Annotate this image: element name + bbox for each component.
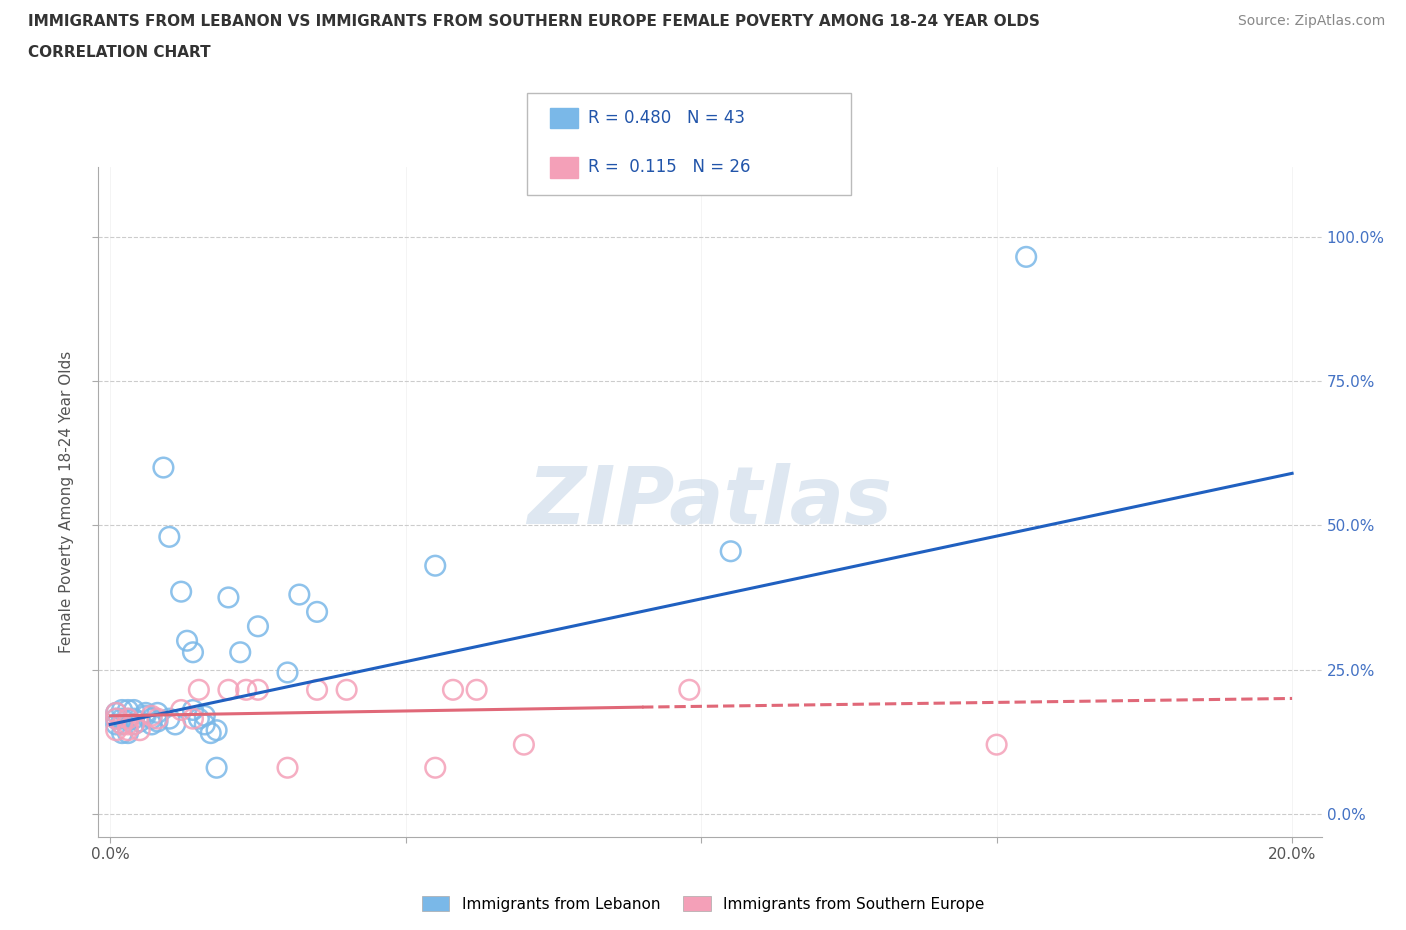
Point [1015, 249, 1038, 264]
Point [465, 683, 488, 698]
Point [152, 460, 174, 475]
Text: R = 0.480   N = 43: R = 0.480 N = 43 [588, 109, 745, 127]
Point [288, 587, 311, 602]
Point [128, 723, 150, 737]
Point [187, 711, 209, 726]
Point [122, 717, 145, 732]
Text: CORRELATION CHART: CORRELATION CHART [28, 45, 211, 60]
Point [170, 584, 193, 599]
Point [122, 717, 145, 732]
Point [117, 711, 139, 726]
Point [141, 717, 163, 732]
Point [117, 702, 139, 717]
Point [165, 717, 187, 732]
Point [425, 761, 447, 776]
Point [117, 717, 139, 732]
Point [200, 725, 222, 740]
Point [229, 644, 252, 659]
Point [986, 737, 1008, 752]
Point [141, 711, 163, 726]
Point [111, 725, 134, 740]
Point [111, 717, 134, 732]
Point [105, 711, 128, 726]
Point [170, 702, 193, 717]
Point [176, 633, 198, 648]
Y-axis label: Female Poverty Among 18-24 Year Olds: Female Poverty Among 18-24 Year Olds [59, 352, 75, 654]
Point [111, 717, 134, 732]
Point [205, 723, 228, 737]
Point [187, 683, 209, 698]
Point [441, 683, 464, 698]
Point [194, 709, 217, 724]
Point [105, 723, 128, 737]
Point [217, 590, 239, 604]
Point [513, 737, 536, 752]
Point [246, 618, 269, 633]
Point [122, 702, 145, 717]
Point [276, 665, 298, 680]
Point [181, 644, 204, 659]
Point [117, 725, 139, 740]
Point [181, 702, 204, 717]
Point [146, 714, 169, 729]
Text: R =  0.115   N = 26: R = 0.115 N = 26 [588, 158, 751, 177]
Point [135, 709, 157, 724]
Point [105, 706, 128, 721]
Point [105, 717, 128, 732]
Point [194, 717, 217, 732]
Text: Source: ZipAtlas.com: Source: ZipAtlas.com [1237, 14, 1385, 28]
Point [181, 711, 204, 726]
Text: ZIPatlas: ZIPatlas [527, 463, 893, 541]
Point [146, 706, 169, 721]
Point [276, 761, 298, 776]
Point [105, 711, 128, 726]
Point [217, 683, 239, 698]
Point [307, 683, 329, 698]
Point [105, 706, 128, 721]
Point [157, 711, 180, 726]
Point [205, 761, 228, 776]
Point [307, 604, 329, 619]
Point [117, 711, 139, 726]
Point [122, 711, 145, 726]
Point [157, 529, 180, 544]
Point [720, 544, 742, 559]
Point [128, 714, 150, 729]
Point [135, 706, 157, 721]
Point [235, 683, 257, 698]
Point [111, 702, 134, 717]
Point [336, 683, 359, 698]
Point [141, 709, 163, 724]
Legend: Immigrants from Lebanon, Immigrants from Southern Europe: Immigrants from Lebanon, Immigrants from… [416, 889, 990, 918]
Point [678, 683, 700, 698]
Point [117, 723, 139, 737]
Point [425, 558, 447, 573]
Point [111, 711, 134, 726]
Point [246, 683, 269, 698]
Text: IMMIGRANTS FROM LEBANON VS IMMIGRANTS FROM SOUTHERN EUROPE FEMALE POVERTY AMONG : IMMIGRANTS FROM LEBANON VS IMMIGRANTS FR… [28, 14, 1040, 29]
Point [146, 711, 169, 726]
